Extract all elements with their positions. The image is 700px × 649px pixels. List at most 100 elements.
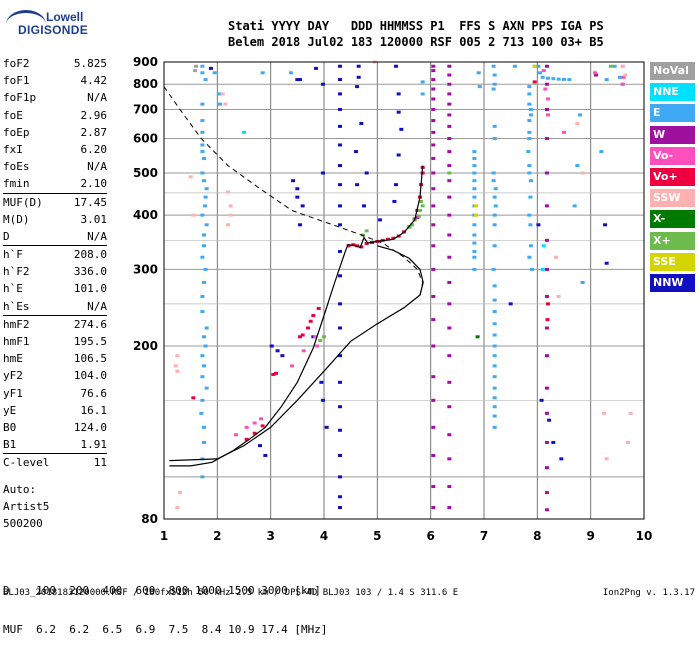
y-tick-label: 800 <box>133 77 158 91</box>
echo-mark <box>316 306 321 310</box>
param-label: hmF2 <box>3 317 30 331</box>
param-row: h`Es N/A <box>3 298 107 315</box>
param-divider <box>3 314 107 316</box>
echo-mark <box>200 475 205 479</box>
echo-mark <box>300 204 305 208</box>
echo-mark <box>623 73 628 77</box>
echo-mark <box>472 156 477 160</box>
param-row: fmin 2.10 <box>3 175 107 192</box>
param-label: yF2 <box>3 369 23 383</box>
echo-mark <box>472 233 477 237</box>
echo-mark <box>200 102 205 106</box>
echo-mark <box>492 322 497 326</box>
echo-mark <box>527 92 532 96</box>
echo-mark <box>544 64 549 68</box>
autoscaling-info: Auto: Artist5 500200 <box>3 481 49 532</box>
echo-mark <box>271 372 276 376</box>
echo-mark <box>476 71 481 75</box>
echo-mark <box>447 457 452 461</box>
echo-mark <box>364 242 369 246</box>
echo-mark <box>447 92 452 96</box>
echo-mark <box>541 244 546 248</box>
echo-mark <box>202 335 206 339</box>
echo-mark <box>431 78 436 82</box>
legend-item-w: W <box>650 125 695 144</box>
echo-mark <box>492 298 497 302</box>
param-value: N/A <box>87 91 107 105</box>
echo-mark <box>544 267 549 271</box>
echo-mark <box>263 453 268 457</box>
echo-mark <box>567 78 572 82</box>
echo-mark <box>338 78 342 82</box>
echo-mark <box>204 187 209 191</box>
echo-mark <box>556 77 561 81</box>
echo-mark <box>364 171 369 175</box>
echo-mark <box>540 267 545 271</box>
echo-mark <box>202 440 206 444</box>
x-tick-label: 9 <box>586 529 594 543</box>
echo-mark <box>544 491 549 495</box>
param-value: 106.5 <box>73 352 107 366</box>
echo-mark <box>204 223 209 227</box>
param-row: B1 1.91 <box>3 436 107 453</box>
echo-mark <box>474 204 478 208</box>
param-label: foE <box>3 108 23 122</box>
echo-mark <box>355 183 360 187</box>
echo-mark <box>200 130 205 134</box>
echo-mark <box>544 411 549 415</box>
param-value: 4.42 <box>80 74 108 88</box>
param-row: yF2 104.0 <box>3 367 107 384</box>
echo-mark <box>223 102 228 106</box>
echo-mark <box>527 171 532 175</box>
echo-mark <box>492 244 497 248</box>
echo-mark <box>578 113 582 117</box>
file-info-footer: BLJ03_2018183120000.RSF / 180fx512h 50 k… <box>3 588 459 598</box>
echo-mark <box>338 405 342 409</box>
echo-mark <box>546 302 550 306</box>
param-label: h`F <box>3 248 23 262</box>
echo-mark <box>621 75 626 79</box>
echo-mark <box>252 431 257 435</box>
echo-mark <box>532 64 537 68</box>
echo-mark <box>260 71 265 75</box>
echo-mark <box>492 344 497 348</box>
param-label: D <box>3 229 10 243</box>
y-tick-label: 500 <box>133 166 158 180</box>
echo-mark <box>311 314 316 318</box>
echo-mark <box>355 85 360 89</box>
echo-mark <box>447 280 452 284</box>
echo-mark <box>472 171 477 175</box>
param-row: hmF1 195.5 <box>3 333 107 350</box>
echo-mark <box>580 280 585 284</box>
param-value: N/A <box>87 160 107 174</box>
echo-mark <box>447 137 452 141</box>
param-label: foEp <box>3 125 30 139</box>
echo-mark <box>491 171 496 175</box>
echo-mark <box>431 267 436 271</box>
echo-mark <box>492 354 497 358</box>
chart-tick-labels: 1 2 3 4 5 6 7 8 9 10 80 200 300 400 500 600 700 800 900 <box>133 55 652 543</box>
y-tick-label: 400 <box>133 208 158 222</box>
echo-mark <box>530 267 534 271</box>
header-labels: Stati YYYY DAY DDD HHMMSS P1 FFS S AXN P… <box>228 19 604 33</box>
param-value: 2.10 <box>80 177 108 191</box>
param-value: 195.5 <box>73 335 107 348</box>
echo-mark <box>228 213 233 217</box>
echo-mark <box>491 87 496 91</box>
echo-mark <box>431 453 436 457</box>
param-label: h`E <box>3 282 23 296</box>
echo-mark <box>338 475 342 479</box>
echo-mark <box>203 344 208 348</box>
echo-mark <box>324 425 329 429</box>
echo-mark <box>544 204 549 208</box>
param-value: 17.45 <box>73 195 107 209</box>
echo-mark <box>492 124 497 128</box>
echo-mark <box>234 433 238 437</box>
echo-mark <box>354 150 358 154</box>
param-row: yF1 76.6 <box>3 385 107 402</box>
muf-row: MUF 6.2 6.2 6.5 6.9 7.5 8.4 10.9 17.4 [M… <box>3 623 328 636</box>
echo-mark <box>447 124 452 128</box>
echo-mark <box>447 73 452 77</box>
echo-mark <box>544 294 549 298</box>
echo-mark <box>203 78 208 82</box>
